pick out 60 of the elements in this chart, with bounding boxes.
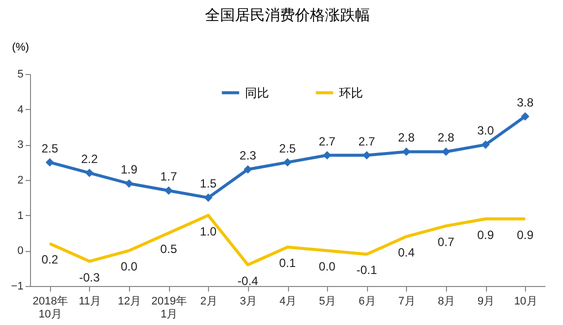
data-label: 0.2: [41, 252, 58, 267]
y-tick-label: −1: [10, 280, 24, 292]
data-label: 1.0: [200, 224, 217, 238]
x-tick-label: 4月: [279, 296, 297, 308]
data-label: 0.7: [438, 234, 455, 249]
x-tick-label: 7月: [398, 296, 416, 308]
data-label: 0.4: [398, 246, 416, 260]
x-tick-label: 3月: [240, 296, 257, 308]
x-tick-label: 2月: [200, 296, 218, 308]
x-tick-label: 2019年 1月: [151, 296, 187, 320]
y-tick-label: 4: [17, 104, 24, 116]
data-label: -0.1: [356, 263, 378, 278]
data-label: 2.7: [358, 134, 376, 148]
point: [244, 165, 252, 174]
data-label: 2.2: [81, 152, 98, 166]
data-label: 0.1: [279, 256, 296, 270]
chart-title: 全国居民消费价格涨跌幅: [205, 7, 370, 24]
point: [521, 112, 530, 121]
x-tick-label: 10月: [514, 296, 538, 308]
x-tick-label: 11月: [78, 296, 102, 308]
data-label: -0.3: [79, 270, 100, 284]
y-tick-label: 1: [17, 210, 24, 222]
data-label: 2.3: [240, 148, 257, 162]
x-tick-label: 6月: [358, 296, 376, 308]
data-label: 2.5: [279, 141, 296, 156]
data-label: 3.0: [477, 124, 494, 138]
x-tick-label: 9月: [478, 296, 495, 308]
y-tick-label: 5: [17, 68, 24, 80]
x-tick-label: 5月: [319, 296, 336, 308]
point: [46, 158, 54, 167]
point: [124, 179, 134, 188]
data-label: 0.0: [120, 260, 138, 274]
x-tick-label: 2018年 10月: [32, 296, 68, 320]
legend-label: 同比: [245, 86, 269, 100]
data-label: 2.8: [398, 130, 416, 145]
point: [204, 193, 212, 202]
y-tick-label: 2: [17, 174, 24, 186]
point: [362, 151, 371, 160]
y-tick-label: 0: [17, 245, 24, 258]
data-label: 2.5: [41, 141, 58, 156]
data-label: 2.8: [438, 130, 455, 145]
data-label: 0.0: [318, 260, 336, 274]
data-label: 2.7: [318, 134, 336, 148]
data-label: 0.9: [516, 228, 534, 242]
point: [481, 140, 490, 149]
data-label: 3.8: [516, 95, 534, 110]
point: [164, 186, 173, 195]
point: [85, 168, 94, 178]
y-axis-title: (%): [12, 42, 30, 54]
data-label: 1.9: [120, 162, 138, 177]
data-label: 1.5: [200, 176, 217, 191]
x-tick-label: 8月: [438, 296, 456, 308]
data-label: 0.5: [160, 242, 178, 256]
point: [283, 158, 292, 167]
data-label: 1.7: [160, 170, 178, 184]
legend-label: 环比: [339, 86, 363, 100]
y-tick-label: 3: [17, 139, 24, 152]
data-label: 0.9: [477, 228, 494, 242]
data-label: -0.4: [238, 274, 259, 288]
x-tick-label: 12月: [118, 296, 142, 308]
